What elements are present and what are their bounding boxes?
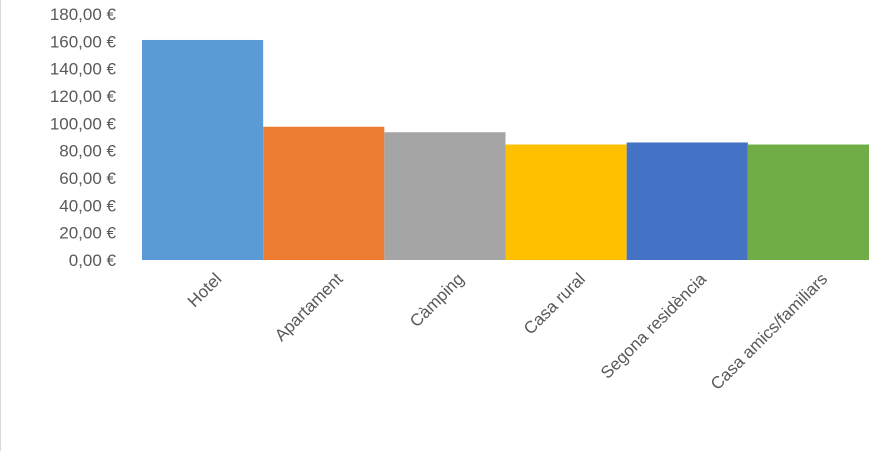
y-axis: 0,00 € 20,00 € 40,00 € 60,00 € 80,00 € 100,00… [50,5,117,270]
y-tick-label: 40,00 € [59,196,116,215]
y-tick-label: 0,00 € [69,251,117,270]
bar-c-mping [384,132,506,260]
x-category-label: Casa rural [520,269,589,338]
y-tick-label: 80,00 € [59,142,116,161]
x-axis: Hotel Apartament Càmping Casa rural Segona r… [184,269,831,394]
y-tick-label: 100,00 € [50,114,117,133]
bar-segona-resid-ncia [626,142,748,260]
bar-apartament [263,126,385,260]
y-tick-label: 60,00 € [59,169,116,188]
x-category-label: Apartament [271,269,347,345]
y-tick-label: 120,00 € [50,87,117,106]
y-tick-label: 160,00 € [50,32,117,51]
bars [142,39,869,260]
y-tick-label: 20,00 € [59,224,116,243]
x-category-label: Casa amics/familiars [707,269,831,393]
bar-hotel [142,39,264,260]
bar-casa-rural [505,144,627,260]
bar-casa-amics-familiars [747,144,869,260]
x-category-label: Segona residència [597,269,710,382]
x-category-label: Hotel [184,269,225,310]
left-border [0,0,1,451]
y-tick-label: 180,00 € [50,5,117,24]
y-tick-label: 140,00 € [50,60,117,79]
x-category-label: Càmping [406,269,468,331]
